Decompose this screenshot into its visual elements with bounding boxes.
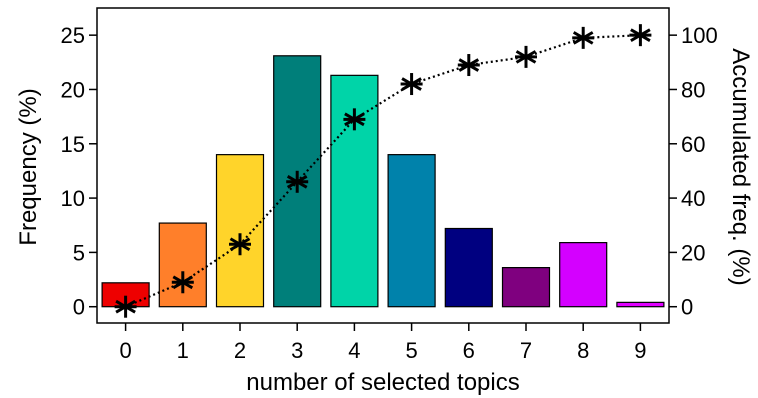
left-tick-label: 10 [61, 186, 85, 211]
marker-3 [286, 170, 309, 193]
bar-5 [387, 154, 436, 308]
right-axis-title: Accumulated freq. (%) [727, 48, 754, 285]
left-tick-label: 15 [61, 132, 85, 157]
left-axis: 0 5 10 15 20 25 [61, 23, 97, 320]
bar-2 [215, 154, 265, 308]
x-tick-label: 9 [634, 338, 646, 363]
right-axis: 0 20 40 60 80 100 [669, 23, 718, 320]
marker-6 [457, 54, 480, 77]
marker-8 [572, 26, 595, 49]
x-axis: 0 1 2 3 4 5 6 7 8 9 [119, 323, 647, 363]
x-tick-label: 6 [463, 338, 475, 363]
x-tick-label: 0 [119, 338, 131, 363]
bar-7 [501, 267, 551, 308]
x-tick-label: 5 [405, 338, 417, 363]
bars-layer [101, 55, 665, 308]
bar-1 [158, 222, 207, 308]
left-tick-label: 25 [61, 23, 85, 48]
marker-7 [515, 45, 537, 68]
accumulated-markers [114, 24, 652, 318]
marker-9 [629, 24, 652, 47]
marker-2 [229, 233, 251, 256]
left-tick-label: 20 [61, 77, 85, 102]
left-axis-title: Frequency (%) [15, 88, 42, 245]
right-tick-label: 80 [681, 77, 705, 102]
right-tick-label: 40 [681, 186, 705, 211]
marker-4 [343, 108, 366, 131]
bar-6 [444, 227, 493, 308]
right-tick-label: 60 [681, 132, 705, 157]
marker-1 [171, 271, 194, 294]
accumulated-line [125, 34, 641, 308]
marker-0 [114, 295, 137, 318]
x-axis-title: number of selected topics [246, 369, 519, 396]
right-tick-label: 20 [681, 240, 705, 265]
x-tick-label: 3 [291, 338, 303, 363]
plot-frame [96, 7, 670, 324]
x-tick-label: 2 [234, 338, 246, 363]
x-tick-label: 1 [177, 338, 189, 363]
right-tick-label: 100 [681, 23, 718, 48]
bar-9 [616, 301, 665, 308]
bar-8 [559, 242, 608, 308]
right-tick-label: 0 [681, 295, 693, 320]
marker-5 [400, 73, 423, 96]
left-tick-label: 5 [73, 240, 85, 265]
left-tick-label: 0 [73, 295, 85, 320]
x-tick-label: 8 [577, 338, 589, 363]
x-tick-label: 4 [348, 338, 360, 363]
x-tick-label: 7 [520, 338, 532, 363]
